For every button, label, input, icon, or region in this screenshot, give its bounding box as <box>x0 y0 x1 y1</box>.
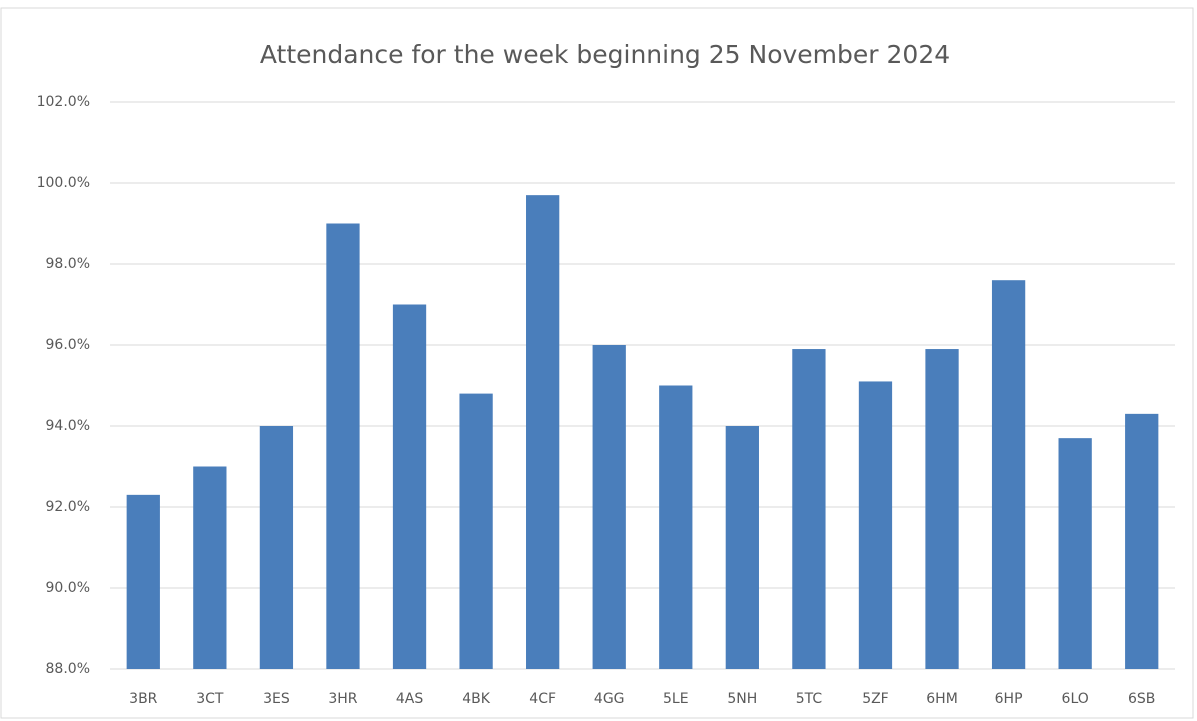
y-tick-label: 88.0% <box>46 661 90 677</box>
bar <box>659 385 693 669</box>
bar <box>259 426 294 669</box>
x-tick-label: 4AS <box>396 691 423 707</box>
bar <box>725 426 759 669</box>
y-tick-label: 96.0% <box>46 337 90 353</box>
x-tick-label: 6SB <box>1128 691 1155 707</box>
bar <box>126 494 160 669</box>
x-tick-label: 3BR <box>129 691 158 707</box>
x-tick-label: 5NH <box>727 691 757 707</box>
bar <box>925 349 959 669</box>
y-tick-label: 92.0% <box>46 499 90 515</box>
x-tick-label: 6LO <box>1062 691 1089 707</box>
y-tick-label: 100.0% <box>37 175 90 191</box>
y-tick-label: 98.0% <box>46 256 90 272</box>
y-tick-label: 94.0% <box>46 418 90 434</box>
y-tick-label: 102.0% <box>37 94 90 110</box>
bar <box>792 349 826 669</box>
x-tick-label: 4BK <box>462 691 491 707</box>
x-tick-label: 5LE <box>663 691 689 707</box>
y-tick-label: 90.0% <box>46 580 90 596</box>
bar <box>1125 413 1159 669</box>
bar <box>526 195 560 669</box>
x-tick-label: 4CF <box>529 691 556 707</box>
x-tick-label: 5ZF <box>862 691 889 707</box>
bar <box>991 280 1026 669</box>
bar <box>592 345 626 669</box>
chart-title: Attendance for the week beginning 25 Nov… <box>260 40 950 69</box>
bar <box>1058 438 1092 669</box>
bar <box>858 381 893 669</box>
x-tick-label: 3ES <box>263 691 290 707</box>
x-tick-label: 6HP <box>995 691 1023 707</box>
x-tick-label: 6HM <box>926 691 958 707</box>
x-tick-label: 5TC <box>796 691 823 707</box>
bar <box>193 466 227 669</box>
bar <box>326 223 360 669</box>
bar <box>459 393 493 669</box>
x-tick-label: 3HR <box>328 691 357 707</box>
x-tick-label: 3CT <box>196 691 224 707</box>
bar <box>392 304 427 669</box>
x-tick-label: 4GG <box>594 691 625 707</box>
